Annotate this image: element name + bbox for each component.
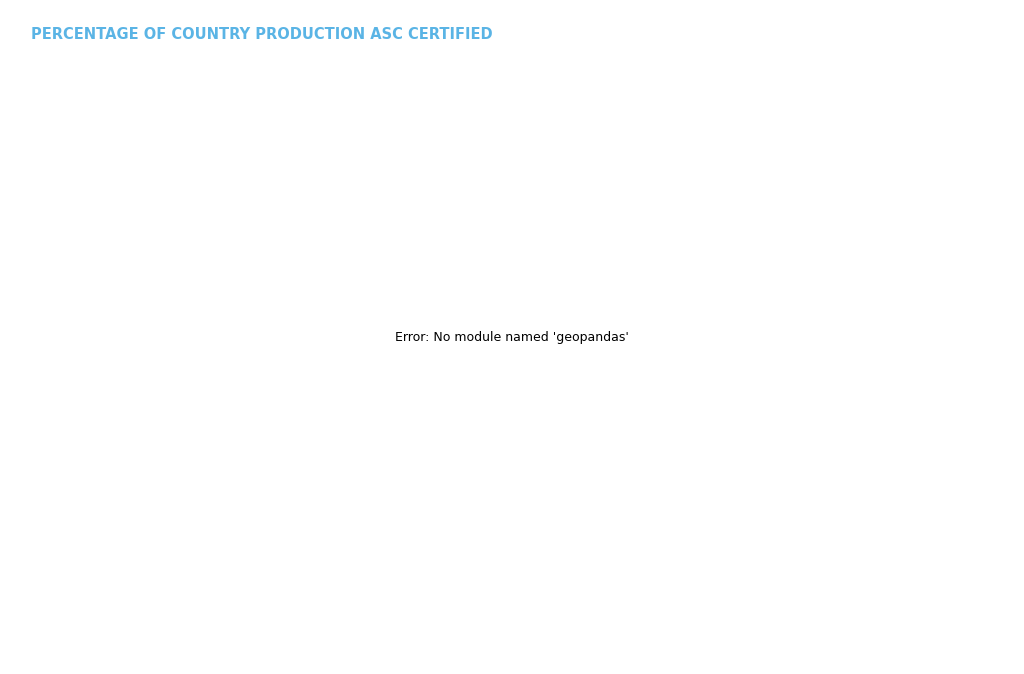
Text: Error: No module named 'geopandas': Error: No module named 'geopandas': [395, 330, 629, 344]
Text: PERCENTAGE OF COUNTRY PRODUCTION ASC CERTIFIED: PERCENTAGE OF COUNTRY PRODUCTION ASC CER…: [31, 27, 493, 42]
